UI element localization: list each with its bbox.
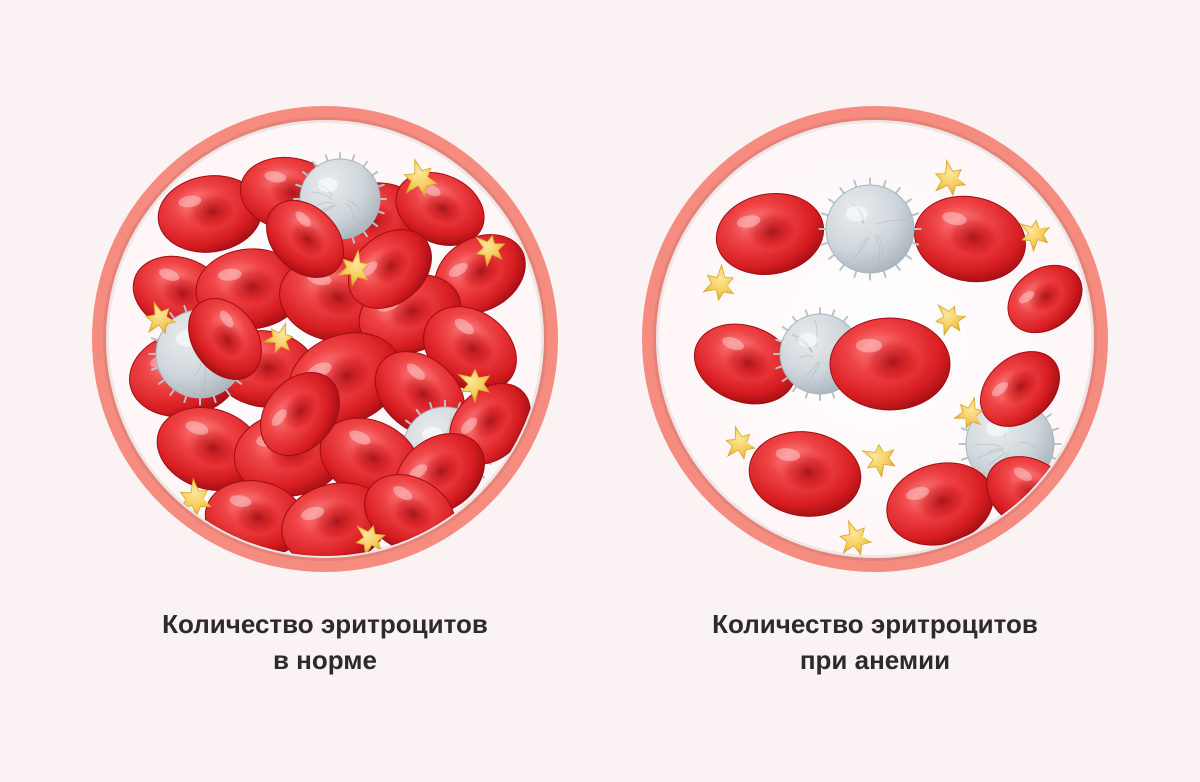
blood-vessel-diagram	[90, 104, 560, 574]
infographic-page: Количество эритроцитов в норме Количеств…	[0, 0, 1200, 782]
vessel-anemia	[640, 104, 1110, 579]
caption-anemia: Количество эритроцитов при анемии	[712, 607, 1038, 677]
red-blood-cell-icon	[830, 318, 950, 410]
panel-anemia: Количество эритроцитов при анемии	[640, 104, 1110, 677]
vessel-normal	[90, 104, 560, 579]
panel-normal: Количество эритроцитов в норме	[90, 104, 560, 677]
caption-normal: Количество эритроцитов в норме	[162, 607, 488, 677]
blood-vessel-diagram	[640, 104, 1110, 574]
